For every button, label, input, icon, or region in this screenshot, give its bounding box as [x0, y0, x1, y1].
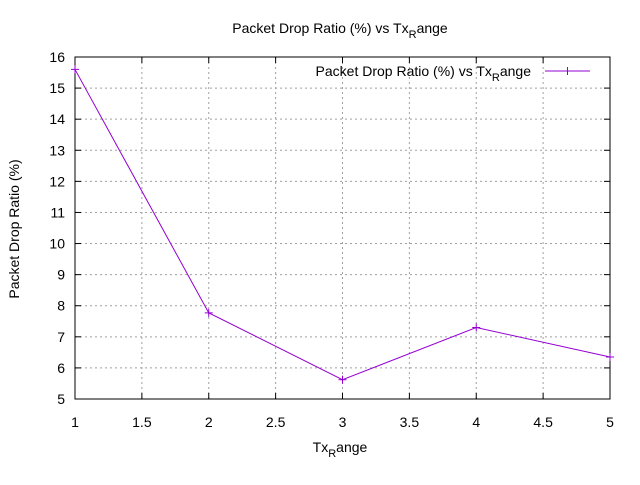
- x-tick-label: 2: [205, 414, 213, 430]
- y-tick-label: 14: [49, 111, 65, 127]
- y-tick-label: 7: [57, 329, 65, 345]
- x-tick-label: 3.5: [400, 414, 420, 430]
- y-tick-label: 9: [57, 267, 65, 283]
- chart-title: Packet Drop Ratio (%) vs TxRange: [232, 20, 448, 41]
- legend-swatch-marker: [563, 67, 572, 75]
- y-tick-label: 13: [49, 142, 65, 158]
- data-point-marker: [338, 375, 347, 384]
- x-tick-label: 4: [472, 414, 480, 430]
- y-tick-label: 16: [49, 49, 65, 65]
- data-point-marker: [472, 323, 481, 332]
- y-tick-label: 5: [57, 391, 65, 407]
- legend: Packet Drop Ratio (%) vs TxRange: [316, 63, 590, 84]
- data-point-marker: [204, 308, 213, 317]
- y-tick-label: 15: [49, 80, 65, 96]
- x-tick-label: 5: [606, 414, 614, 430]
- data-point-marker: [71, 65, 79, 74]
- series-group: [71, 65, 614, 384]
- x-tick-label: 1.5: [132, 414, 152, 430]
- y-tick-label: 6: [57, 360, 65, 376]
- x-tick-label: 4.5: [533, 414, 553, 430]
- y-axis-label: Packet Drop Ratio (%): [6, 159, 22, 298]
- legend-label: Packet Drop Ratio (%) vs TxRange: [316, 63, 532, 84]
- x-axis-label: TxRange: [313, 439, 368, 460]
- axis-ticks: 1 1.5 2 2.5 3 3.5 4 4.5 5 5 6 7 8 9 10 11 12 13 14 15 16: [49, 49, 614, 430]
- x-tick-label: 2.5: [266, 414, 286, 430]
- y-tick-label: 12: [49, 173, 65, 189]
- y-tick-label: 8: [57, 298, 65, 314]
- data-point-marker: [606, 353, 614, 362]
- grid: [75, 57, 610, 399]
- y-tick-label: 11: [50, 204, 65, 220]
- x-tick-label: 3: [339, 414, 347, 430]
- y-tick-label: 10: [49, 236, 65, 252]
- legend-swatch: [545, 67, 590, 75]
- x-tick-label: 1: [71, 414, 79, 430]
